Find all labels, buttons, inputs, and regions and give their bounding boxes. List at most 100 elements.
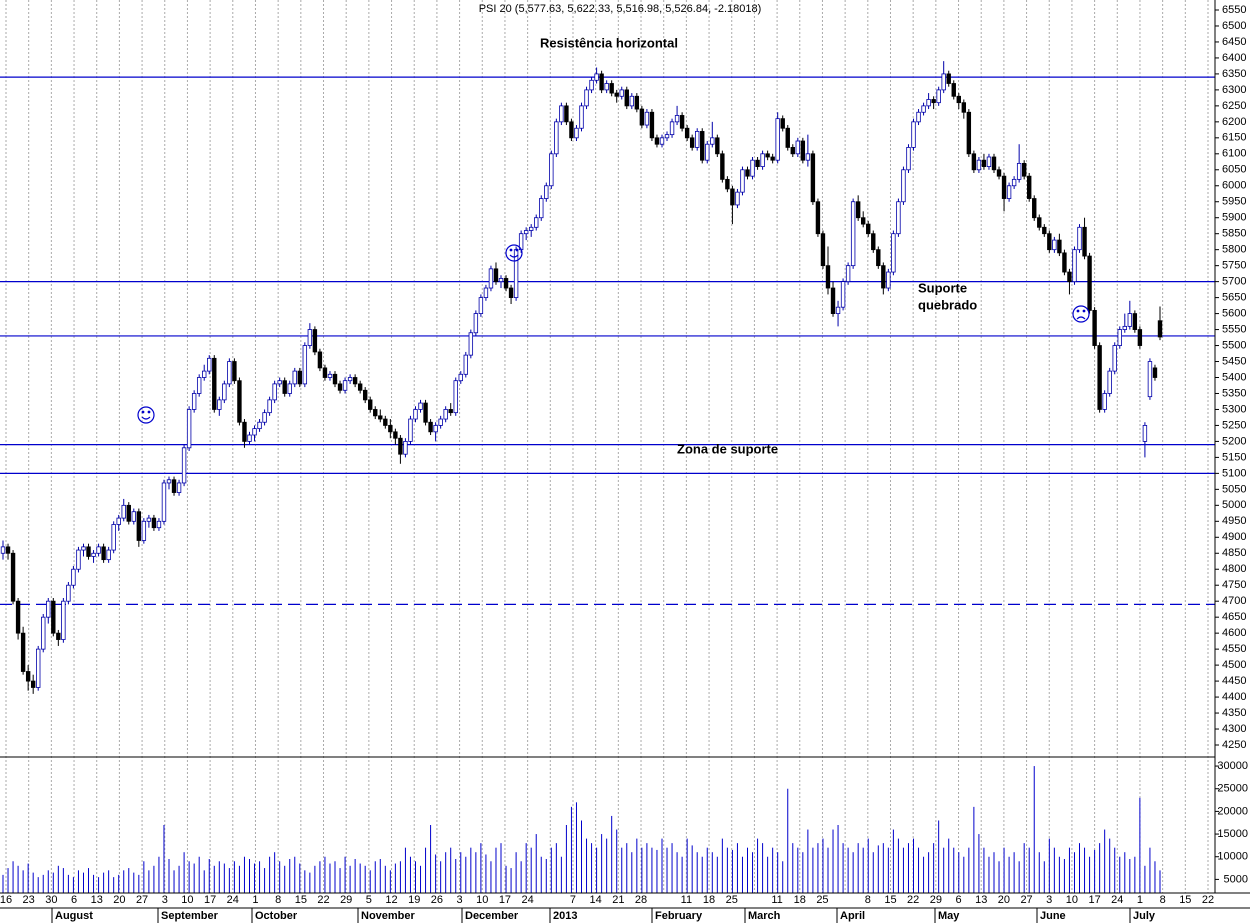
y-tick-label: 5750 — [1222, 260, 1246, 272]
candle-body — [554, 121, 559, 155]
x-tick-label: 3 — [162, 894, 168, 906]
candle-body — [619, 89, 624, 97]
candle-body — [1052, 239, 1057, 251]
candle-body — [282, 380, 287, 394]
candle-body — [1082, 226, 1087, 257]
candle-body — [634, 95, 640, 110]
candle-body — [207, 357, 212, 372]
month-label: March — [748, 910, 781, 922]
candle-body — [614, 92, 619, 97]
y-tick-label: 4500 — [1222, 659, 1246, 671]
candle-body — [488, 268, 494, 289]
y-tick-label: 5900 — [1222, 212, 1246, 224]
candle-body — [327, 373, 333, 378]
month-label: February — [655, 910, 703, 922]
candle-body — [493, 268, 499, 283]
y-tick-label: 5950 — [1222, 196, 1246, 208]
candle-body — [202, 370, 207, 378]
candle-body — [96, 546, 101, 554]
x-tick-label: 22 — [317, 894, 329, 906]
candle-body — [971, 153, 977, 171]
candle-body — [1006, 185, 1012, 199]
candle-body — [25, 671, 31, 682]
candle-body — [881, 265, 886, 289]
y-tick-label: 5000 — [1222, 499, 1246, 511]
candle-body — [1042, 226, 1047, 235]
candle-body — [528, 226, 534, 231]
candle-body — [800, 140, 806, 161]
y-tick-label: 25000 — [1217, 783, 1248, 795]
x-tick-label: 10 — [1066, 894, 1078, 906]
y-tick-label: 4700 — [1222, 595, 1246, 607]
candle-body — [403, 441, 408, 455]
candle-body — [257, 421, 262, 430]
candle-body — [111, 524, 116, 551]
month-label: June — [1040, 910, 1066, 922]
candle-body — [805, 153, 811, 161]
candle-body — [176, 482, 182, 493]
candle-body — [222, 383, 227, 401]
candle-body — [166, 479, 172, 484]
candle-body — [156, 520, 162, 529]
candle-body — [1102, 393, 1107, 410]
x-tick-label: 11 — [681, 894, 692, 906]
candle-body — [790, 147, 795, 155]
candle-body — [896, 201, 901, 235]
candle-body — [1037, 217, 1042, 228]
candle-body — [986, 156, 992, 167]
candle-body — [317, 351, 323, 369]
candle-body — [659, 137, 665, 145]
y-tick-label: 4450 — [1222, 675, 1246, 687]
y-tick-label: 6200 — [1222, 116, 1246, 128]
candle-body — [61, 600, 66, 640]
candle-body — [760, 153, 765, 167]
y-tick-label: 5550 — [1222, 323, 1246, 335]
y-tick-label: 5350 — [1222, 387, 1246, 399]
candle-body — [1142, 425, 1148, 442]
candle-body — [956, 95, 961, 104]
candle-body — [891, 233, 896, 273]
annotation: Resistência horizontal — [540, 35, 678, 50]
month-label: December — [465, 910, 519, 922]
candle-body — [720, 153, 725, 180]
candle-body — [780, 118, 785, 129]
candle-body — [559, 105, 564, 123]
candle-body — [121, 504, 126, 519]
candle-body — [679, 115, 685, 129]
candle-body — [237, 380, 242, 423]
x-tick-label: 20 — [113, 894, 125, 906]
candle-body — [815, 201, 821, 235]
candle-body — [478, 297, 484, 314]
y-tick-label: 5650 — [1222, 292, 1246, 304]
candle-body — [725, 178, 730, 190]
candle-body — [10, 552, 16, 602]
candle-body — [931, 99, 936, 104]
x-tick-label: 20 — [998, 894, 1010, 906]
candle-body — [196, 377, 202, 394]
candle-body — [247, 434, 252, 442]
y-tick-label: 5250 — [1222, 419, 1246, 431]
candle-body — [745, 169, 750, 177]
x-tick-label: 29 — [340, 894, 352, 906]
month-label: August — [55, 910, 93, 922]
y-tick-label: 5100 — [1222, 467, 1246, 479]
candle-body — [861, 217, 866, 225]
candle-body — [191, 393, 197, 410]
candle-body — [1152, 367, 1158, 378]
candle-body — [579, 105, 584, 129]
candle-body — [503, 278, 509, 289]
y-tick-label: 6550 — [1222, 4, 1246, 16]
y-tick-label: 6400 — [1222, 52, 1246, 64]
candle-body — [941, 73, 946, 91]
candle-body — [418, 402, 423, 410]
x-tick-label: 6 — [955, 894, 961, 906]
candle-body — [171, 479, 177, 493]
candle-body — [1107, 370, 1112, 394]
candle-body — [710, 137, 715, 145]
x-tick-label: 11 — [771, 894, 782, 906]
candle-body — [1097, 345, 1102, 410]
candle-body — [855, 201, 861, 219]
candle-body — [1016, 162, 1022, 180]
candle-body — [1072, 249, 1077, 283]
candle-body — [398, 437, 403, 455]
